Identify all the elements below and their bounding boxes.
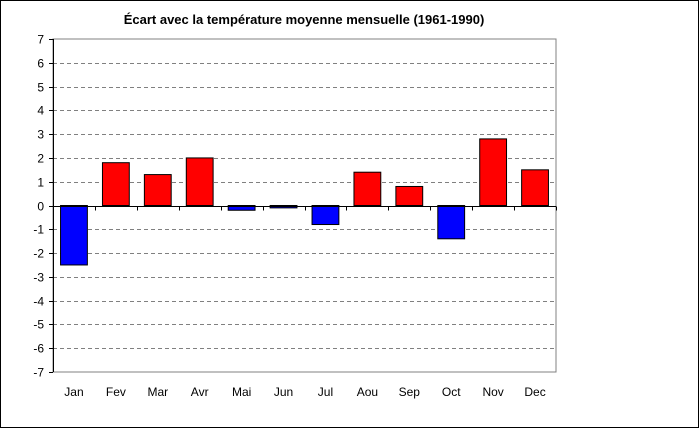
- y-tick-label: -7: [33, 366, 44, 380]
- y-tick-label: 2: [37, 152, 44, 166]
- x-tick-label: Mai: [232, 385, 251, 399]
- x-tick-label: Mar: [147, 385, 168, 399]
- y-tick-label: -4: [33, 295, 44, 309]
- y-tick-label: 4: [37, 104, 44, 118]
- bar-nov: [479, 138, 508, 206]
- bar-sep: [395, 185, 424, 207]
- bar-jul: [311, 205, 340, 226]
- y-tick-label: 0: [37, 200, 44, 214]
- bar-dec: [521, 169, 549, 206]
- bars: [60, 138, 549, 266]
- plot-area: [52, 38, 557, 373]
- bar-fev: [101, 162, 130, 206]
- y-tick-label: -6: [33, 342, 44, 356]
- axes: [49, 39, 557, 373]
- y-tick-label: -1: [33, 223, 44, 237]
- bar-jan: [60, 205, 88, 266]
- y-tick-labels: -7 -6 -5 -4 -3 -2 -1 0 1 2 3 4 5 6 7: [33, 33, 44, 380]
- bar-aou: [353, 171, 382, 206]
- chart-title: Écart avec la température moyenne mensue…: [124, 12, 485, 27]
- y-tick-label: 3: [37, 128, 44, 142]
- y-tick-label: -5: [33, 318, 44, 332]
- x-tick-label: Dec: [524, 385, 545, 399]
- y-tick-label: 6: [37, 57, 44, 71]
- x-tick-label: Fev: [106, 385, 126, 399]
- bar-mai: [227, 205, 256, 211]
- x-tick-label: Sep: [399, 385, 421, 399]
- bar-mar: [143, 174, 172, 206]
- x-tick-label: Jun: [274, 385, 293, 399]
- x-tick-labels: Jan Fev Mar Avr Mai Jun Jul Aou Sep Oct Nov Dec: [64, 385, 545, 399]
- y-tick-label: 5: [37, 81, 44, 95]
- x-tick-label: Aou: [357, 385, 378, 399]
- y-tick-label: -2: [33, 247, 44, 261]
- x-tick-label: Avr: [191, 385, 209, 399]
- y-tick-label: -3: [33, 271, 44, 285]
- y-tick-label: 1: [37, 176, 44, 190]
- bar-avr: [185, 157, 214, 207]
- x-tick-label: Jan: [64, 385, 83, 399]
- y-tick-label: 7: [37, 33, 44, 47]
- x-tick-label: Oct: [442, 385, 461, 399]
- bar-oct: [437, 205, 466, 240]
- x-tick-label: Jul: [318, 385, 333, 399]
- x-tick-label: Nov: [482, 385, 503, 399]
